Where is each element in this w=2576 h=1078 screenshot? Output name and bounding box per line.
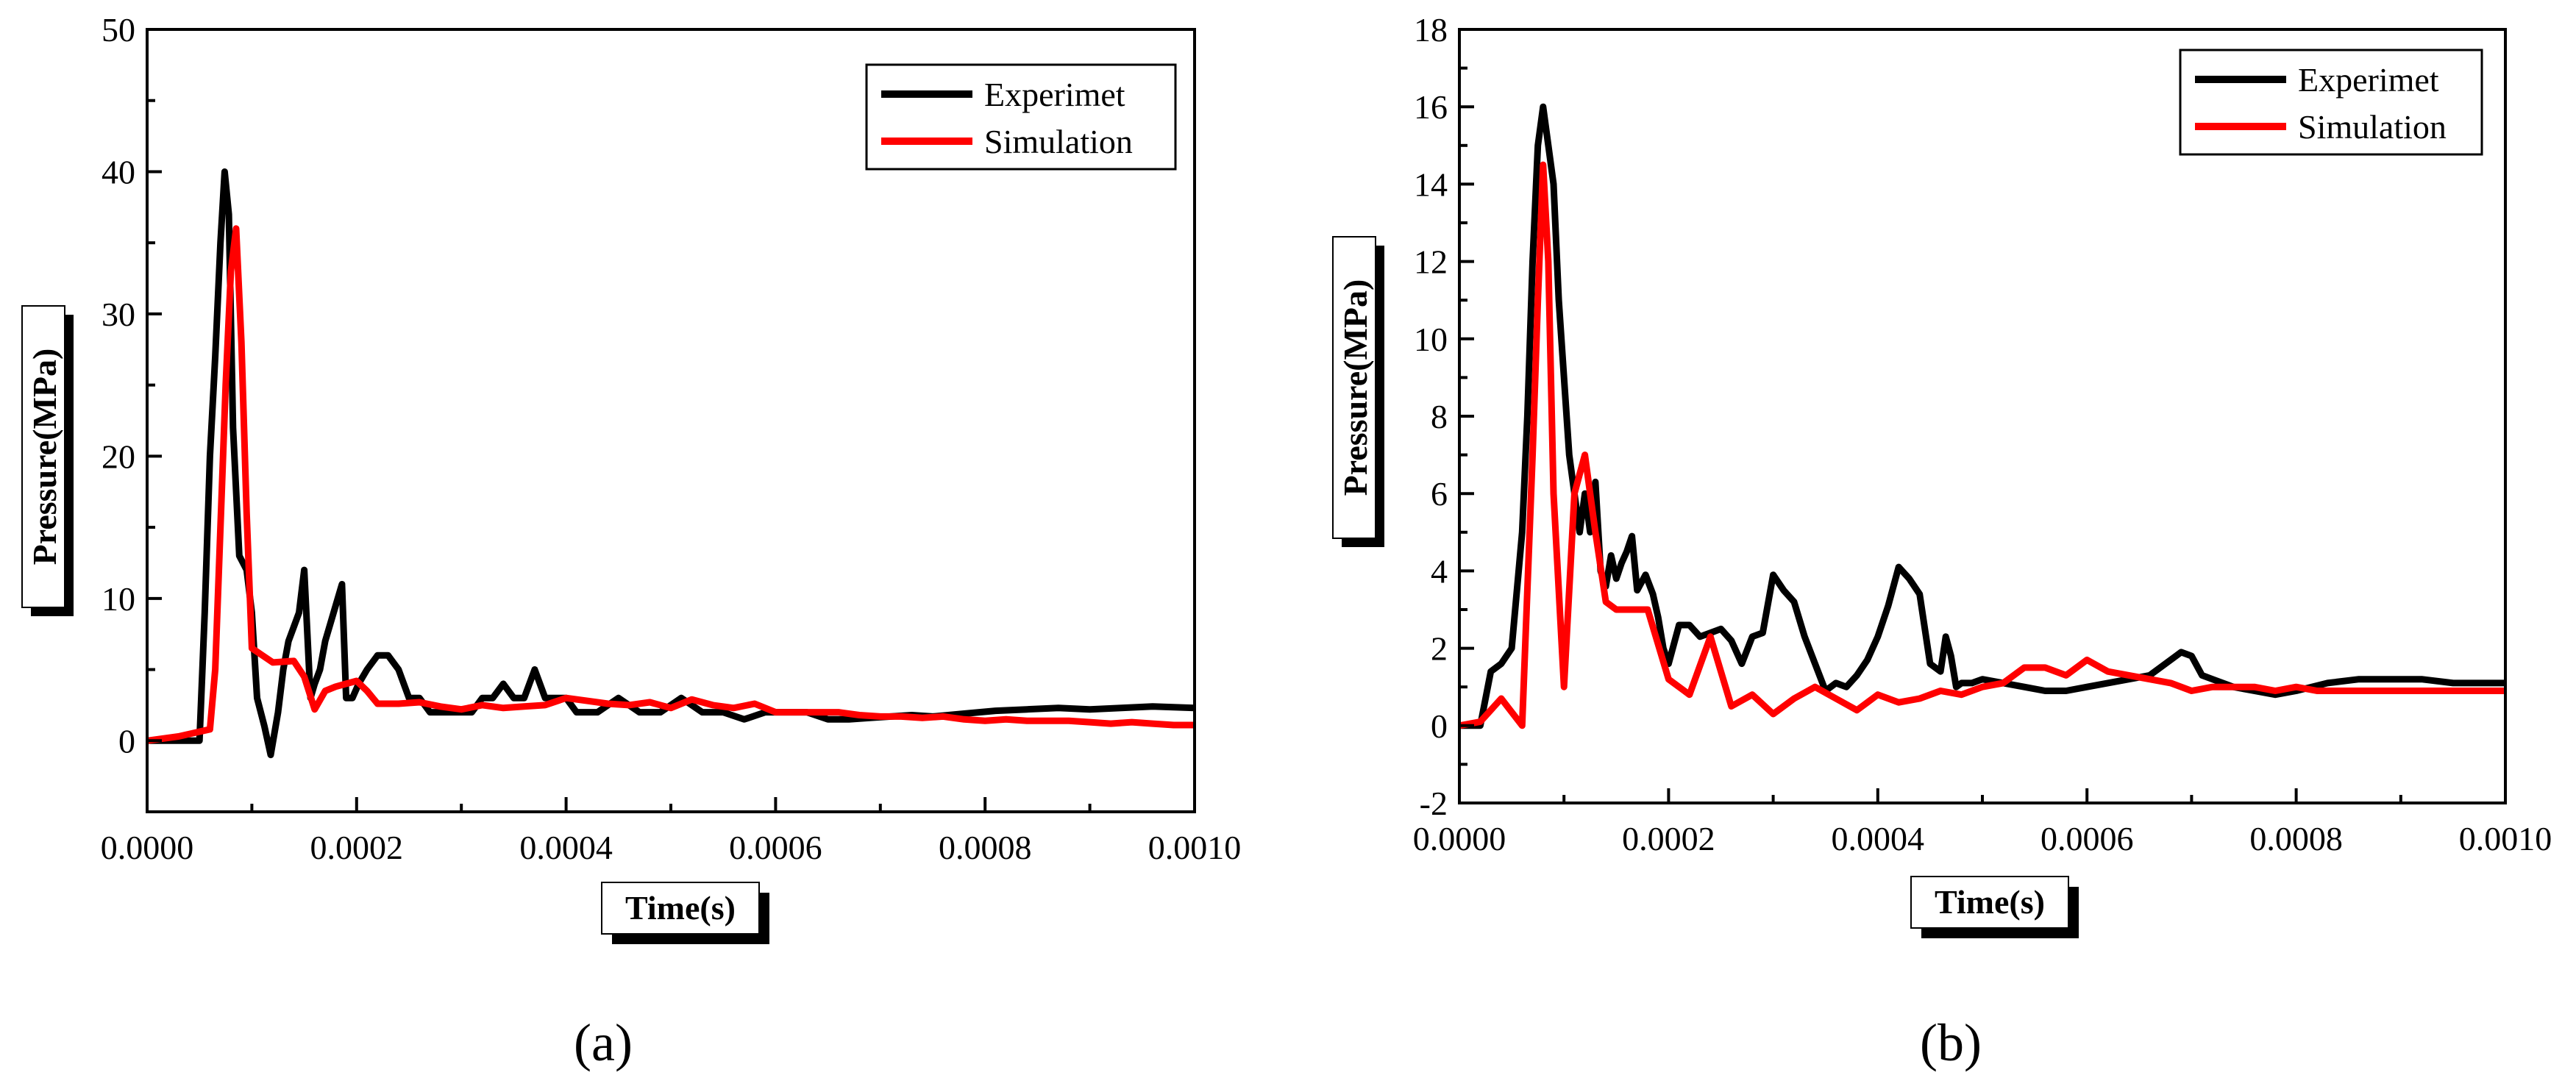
chart-a: 0.0000 0.0002 0.0004 0.0006 0.0008 0.0010 0 10… — [21, 11, 1242, 1072]
chart-b-x-tick-label: 0.0002 — [1622, 820, 1715, 857]
chart-b-y-tick-label: 2 — [1431, 630, 1448, 668]
chart-b-y-tick-label: 8 — [1431, 398, 1448, 435]
chart-a-legend: Experimet Simulation — [865, 63, 1177, 171]
chart-a-series-simulation — [146, 225, 1195, 744]
chart-a-series-experimet — [147, 168, 1195, 759]
chart-b-ylabel-text: Pressure(MPa) — [1337, 279, 1374, 496]
chart-b-panel-label: (b) — [1920, 1013, 1982, 1072]
chart-b-y-tick-label: 6 — [1431, 475, 1448, 513]
chart-a-legend-box — [865, 63, 1177, 171]
chart-a-series-layer — [146, 168, 1195, 759]
chart-a-legend-label-experimet: Experimet — [984, 76, 1125, 113]
chart-a-x-tick-label: 0.0000 — [101, 829, 194, 866]
chart-b-y-axis: -2 0 2 4 6 8 10 12 14 16 18 — [1414, 11, 1474, 822]
chart-a-y-tick-label: 40 — [102, 153, 135, 190]
chart-b-y-tick-label: 14 — [1414, 165, 1448, 203]
chart-a-ylabel: Pressure(MPa) — [21, 305, 74, 616]
chart-a-x-axis: 0.0000 0.0002 0.0004 0.0006 0.0008 0.0010 — [101, 797, 1242, 866]
chart-b-series-experimet — [1459, 103, 2505, 729]
chart-b-legend-label-simulation: Simulation — [2298, 108, 2447, 146]
chart-b-x-tick-label: 0.0004 — [1832, 820, 1925, 857]
chart-a-x-tick-label: 0.0004 — [519, 829, 613, 866]
chart-a-xlabel-text: Time(s) — [625, 889, 736, 927]
chart-a-xlabel: Time(s) — [601, 882, 769, 944]
chart-a-y-tick-label: 10 — [102, 580, 135, 618]
chart-b-legend: Experimet Simulation — [2179, 49, 2483, 156]
chart-b-series-layer — [1459, 103, 2505, 729]
chart-a-y-axis: 0 10 20 30 40 50 — [102, 11, 162, 813]
chart-b-x-axis: 0.0000 0.0002 0.0004 0.0006 0.0008 0.0010 — [1413, 788, 2552, 857]
chart-b-legend-box — [2179, 49, 2483, 156]
chart-b-x-tick-label: 0.0006 — [2040, 820, 2134, 857]
chart-b-series-simulation — [1459, 161, 2505, 729]
chart-a-y-tick-label: 50 — [102, 11, 135, 49]
chart-a-panel-label: (a) — [574, 1013, 633, 1072]
chart-b-y-tick-label: 18 — [1414, 11, 1448, 49]
chart-a-x-tick-label: 0.0002 — [310, 829, 404, 866]
chart-b-y-tick-label: 4 — [1431, 552, 1448, 590]
chart-a-ylabel-text: Pressure(MPa) — [26, 349, 63, 565]
chart-b-x-tick-label: 0.0010 — [2459, 820, 2552, 857]
chart-a-y-tick-label: 0 — [118, 722, 135, 760]
chart-a-x-tick-label: 0.0008 — [939, 829, 1032, 866]
chart-b: 0.0000 0.0002 0.0004 0.0006 0.0008 0.0010 -20… — [1332, 11, 2552, 1072]
chart-b-y-tick-label: 0 — [1431, 707, 1448, 745]
chart-a-legend-label-simulation: Simulation — [984, 123, 1133, 160]
chart-b-y-tick-label: -2 — [1420, 785, 1448, 822]
chart-b-ylabel: Pressure(MPa) — [1332, 236, 1384, 547]
chart-a-x-tick-label: 0.0010 — [1148, 829, 1242, 866]
chart-b-y-tick-label: 16 — [1414, 88, 1448, 126]
chart-a-y-tick-label: 30 — [102, 296, 135, 333]
chart-a-y-tick-label: 20 — [102, 438, 135, 475]
chart-b-xlabel: Time(s) — [1910, 876, 2079, 938]
chart-b-x-tick-label: 0.0008 — [2249, 820, 2343, 857]
chart-a-x-tick-label: 0.0006 — [729, 829, 822, 866]
chart-b-y-tick-label: 10 — [1414, 321, 1448, 358]
chart-b-y-tick-label: 12 — [1414, 243, 1448, 281]
chart-b-x-tick-label: 0.0000 — [1413, 820, 1506, 857]
chart-b-xlabel-text: Time(s) — [1935, 883, 2045, 921]
chart-b-legend-label-experimet: Experimet — [2298, 61, 2439, 99]
